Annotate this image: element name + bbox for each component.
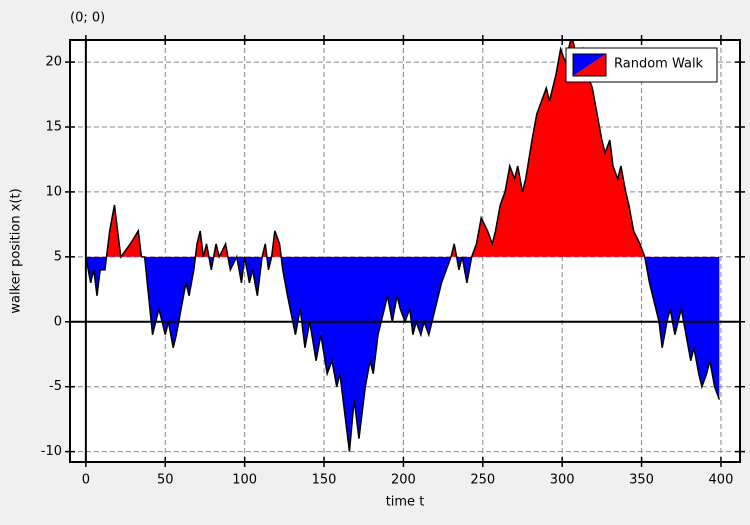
legend-label: Random Walk [614,57,704,72]
y-tick-label: 10 [45,184,62,199]
y-tick-label: 5 [54,249,62,264]
x-tick-label: 250 [470,473,495,488]
x-tick-label: 50 [157,473,174,488]
y-tick-label: 20 [45,55,62,70]
x-axis-label: time t [386,495,425,510]
y-tick-label: -10 [41,444,62,459]
x-tick-label: 100 [232,473,257,488]
x-tick-label: 150 [312,473,337,488]
plot-frame [69,39,741,463]
y-axis-label: walker position x(t) [9,188,24,313]
area-below-baseline [85,256,720,452]
coordinate-readout: (0; 0) [70,11,105,26]
y-tick-label: 0 [54,314,62,329]
x-tick-label: 400 [709,473,734,488]
legend-swatch-border [572,53,607,77]
x-tick-label: 200 [391,473,416,488]
legend: Random Walk [565,47,718,83]
area-above-baseline [85,40,720,257]
y-tick-label: -5 [49,379,62,394]
legend-swatch-above [573,54,606,76]
x-tick-label: 350 [629,473,654,488]
y-tick-label: 15 [45,119,62,134]
x-tick-label: 0 [82,473,90,488]
x-tick-label: 300 [550,473,575,488]
